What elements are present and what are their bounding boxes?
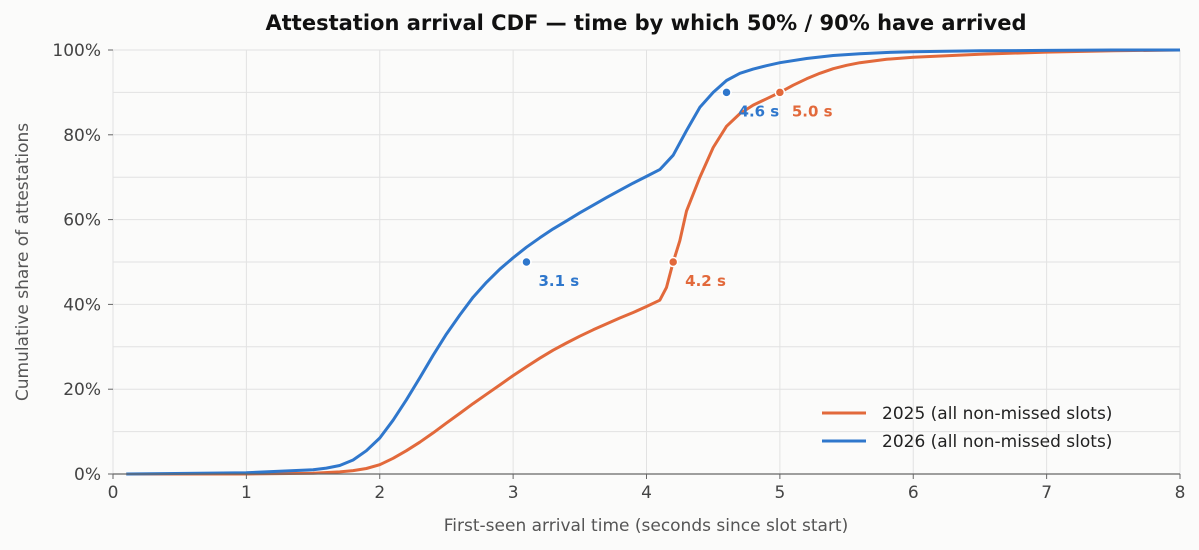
annotation-marker [774,87,786,98]
series-line-1 [126,48,1180,476]
y-tick-label: 60% [63,211,101,231]
y-tick-label: 40% [63,295,101,315]
y-tick-label: 100% [52,41,101,61]
series-line-0 [126,48,1181,476]
series-lines [126,48,1181,476]
annotation-label: 3.1 s [538,272,579,290]
y-tick-label: 0% [74,465,101,485]
x-tick-label: 3 [508,483,519,503]
x-tick-label: 5 [774,483,785,503]
legend-label: 2025 (all non-missed slots) [882,404,1112,424]
annotation-marker [667,256,679,268]
legend-label: 2026 (all non-missed slots) [882,432,1112,452]
annotations: 3.1 s 4.6 s 4.2 s 5.0 s [521,87,833,290]
x-tick-label: 0 [108,483,119,503]
x-tick-label: 7 [1041,483,1052,503]
y-axis-label: Cumulative share of attestations [13,123,33,401]
x-tick-label: 2 [374,483,385,503]
y-axis-ticks: 0% 20% 40% 60% 80% 100% [52,41,113,485]
annotation-marker [521,256,532,268]
legend: 2025 (all non-missed slots) 2026 (all non… [822,404,1112,452]
annotation-label: 4.2 s [685,272,726,290]
y-tick-label: 20% [63,380,101,400]
chart-title: Attestation arrival CDF — time by which … [266,11,1027,35]
y-tick-label: 80% [63,126,101,146]
x-tick-label: 6 [908,483,919,503]
x-axis-label: First-seen arrival time (seconds since s… [444,516,848,536]
x-tick-label: 1 [241,483,252,503]
annotation-marker [721,87,732,98]
x-tick-label: 4 [641,483,652,503]
annotation-label: 5.0 s [792,102,833,120]
annotation-label: 4.6 s [739,102,780,120]
x-tick-label: 8 [1175,483,1186,503]
x-axis-ticks: 0 1 2 3 4 5 6 7 8 [108,474,1186,503]
grid-lines [112,49,1181,474]
